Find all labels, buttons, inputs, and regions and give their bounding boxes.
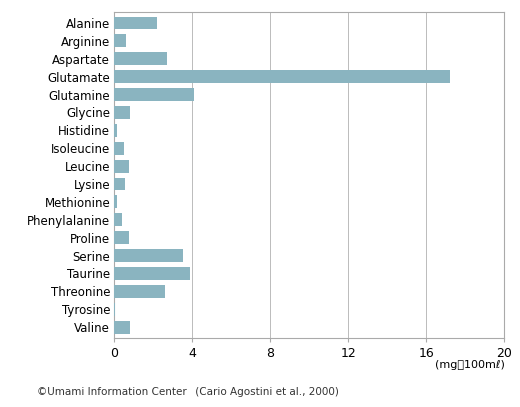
Text: (mg／100mℓ): (mg／100mℓ) bbox=[435, 360, 504, 370]
Bar bbox=[114, 124, 118, 137]
Bar bbox=[114, 106, 130, 119]
Bar bbox=[114, 213, 122, 226]
Bar bbox=[114, 285, 165, 298]
Bar bbox=[114, 231, 129, 244]
Bar bbox=[114, 195, 118, 208]
Bar bbox=[114, 142, 124, 155]
Text: ©Umami Information Center: ©Umami Information Center bbox=[37, 387, 187, 397]
Bar bbox=[114, 267, 190, 280]
Bar bbox=[114, 249, 183, 262]
Bar bbox=[114, 160, 129, 173]
Bar bbox=[114, 52, 167, 65]
Bar bbox=[114, 321, 130, 333]
Bar bbox=[114, 35, 126, 47]
Bar bbox=[114, 88, 194, 101]
Text: (Cario Agostini et al., 2000): (Cario Agostini et al., 2000) bbox=[192, 387, 339, 397]
Bar bbox=[114, 17, 158, 29]
Bar bbox=[114, 177, 125, 190]
Bar bbox=[114, 70, 450, 83]
Bar bbox=[114, 303, 115, 315]
